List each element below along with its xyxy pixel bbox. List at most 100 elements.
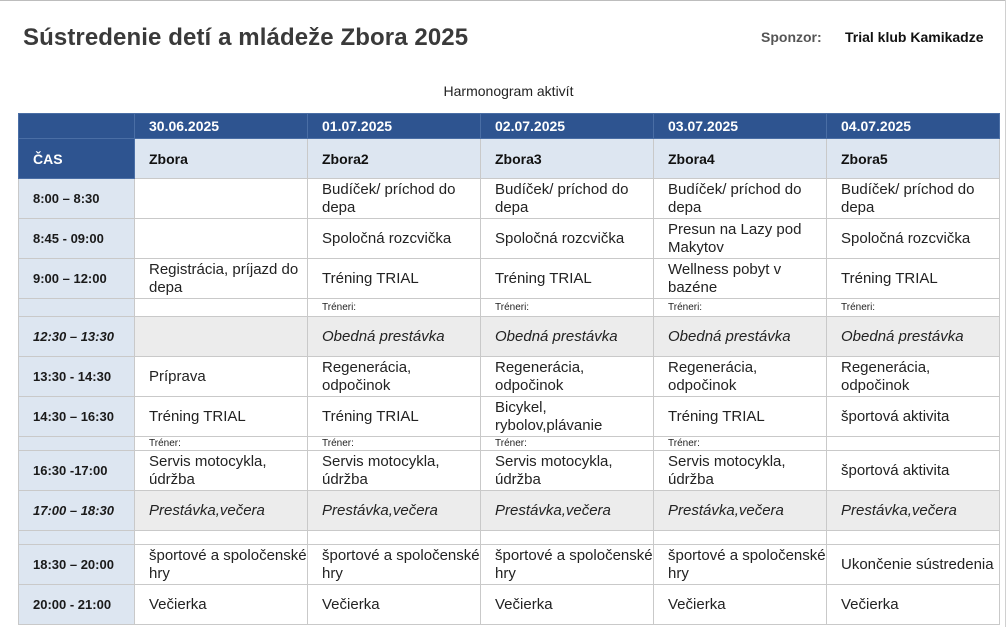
activity-cell: Wellness pobyt v bazéne — [653, 258, 827, 299]
activity-cell: Tréning TRIAL — [653, 396, 827, 437]
activity-cell: Prestávka,večera — [480, 490, 654, 531]
activity-cell: športové a spoločenské hry — [480, 544, 654, 585]
activity-cell: Regenerácia, odpočinok — [826, 356, 1000, 397]
trainer-note — [826, 436, 1000, 451]
activity-cell: Bicykel, rybolov,plávanie — [480, 396, 654, 437]
trainer-note: Tréneri: — [826, 298, 1000, 317]
activity-cell: Regenerácia, odpočinok — [307, 356, 481, 397]
activity-cell: Večierka — [826, 584, 1000, 625]
date-header: 30.06.2025 — [134, 113, 308, 139]
activity-cell: Tréning TRIAL — [307, 258, 481, 299]
schedule-row: 18:30 – 20:00 športové a spoločenské hry š… — [18, 544, 1000, 585]
activity-cell: Budíček/ príchod do depa — [653, 178, 827, 219]
activity-cell: Budíček/ príchod do depa — [480, 178, 654, 219]
trainer-note: Tréner: — [134, 436, 308, 451]
activity-cell: Prestávka,večera — [653, 490, 827, 531]
activity-cell: Spoločná rozcvička — [480, 218, 654, 259]
page-title: Sústredenie detí a mládeže Zbora 2025 — [23, 24, 469, 51]
trainer-note: Tréneri: — [307, 298, 481, 317]
schedule-row: 12:30 – 13:30 Obedná prestávka Obedná pres… — [18, 316, 1000, 357]
activity-cell: Tréning TRIAL — [480, 258, 654, 299]
date-header-blank — [18, 113, 135, 139]
time-slot — [18, 436, 135, 451]
schedule-row: 20:00 - 21:00 Večierka Večierka Večierka Več… — [18, 584, 1000, 625]
schedule-row: 16:30 -17:00 Servis motocykla, údržba Serv… — [18, 450, 1000, 491]
date-header: 01.07.2025 — [307, 113, 481, 139]
date-header: 02.07.2025 — [480, 113, 654, 139]
date-header-row: 30.06.2025 01.07.2025 02.07.2025 03.07.2… — [18, 113, 1000, 139]
time-slot: 16:30 -17:00 — [18, 450, 135, 491]
activity-cell — [480, 530, 654, 545]
team-header: Zbora4 — [653, 138, 827, 179]
activity-cell: Spoločná rozcvička — [826, 218, 1000, 259]
activity-cell: Večierka — [480, 584, 654, 625]
sponsor-value: Trial klub Kamikadze — [845, 29, 984, 45]
spacer-row — [18, 530, 1000, 545]
activity-cell: Registrácia, príjazd do depa — [134, 258, 308, 299]
time-slot: 20:00 - 21:00 — [18, 584, 135, 625]
activity-cell: Tréning TRIAL — [826, 258, 1000, 299]
date-header: 04.07.2025 — [826, 113, 1000, 139]
activity-cell: Tréning TRIAL — [307, 396, 481, 437]
activity-cell: Spoločná rozcvička — [307, 218, 481, 259]
team-header: Zbora5 — [826, 138, 1000, 179]
trainer-note-row: Tréneri: Tréneri: Tréneri: Tréneri: — [18, 298, 1000, 317]
activity-cell: Budíček/ príchod do depa — [826, 178, 1000, 219]
top-border — [0, 0, 1006, 1]
team-header: Zbora3 — [480, 138, 654, 179]
trainer-note — [134, 298, 308, 317]
activity-cell: Regenerácia, odpočinok — [653, 356, 827, 397]
activity-cell — [653, 530, 827, 545]
activity-cell: Servis motocykla, údržba — [653, 450, 827, 491]
activity-cell: Obedná prestávka — [826, 316, 1000, 357]
activity-cell: Tréning TRIAL — [134, 396, 308, 437]
activity-cell — [134, 218, 308, 259]
time-slot: 18:30 – 20:00 — [18, 544, 135, 585]
activity-cell: športové a spoločenské hry — [653, 544, 827, 585]
activity-cell: Večierka — [653, 584, 827, 625]
schedule-table: 30.06.2025 01.07.2025 02.07.2025 03.07.2… — [18, 113, 1000, 625]
activity-cell: Servis motocykla, údržba — [480, 450, 654, 491]
activity-cell: Regenerácia, odpočinok — [480, 356, 654, 397]
team-header: Zbora2 — [307, 138, 481, 179]
trainer-note: Tréneri: — [480, 298, 654, 317]
date-header: 03.07.2025 — [653, 113, 827, 139]
team-header-row: ČAS Zbora Zbora2 Zbora3 Zbora4 Zbora5 — [18, 138, 1000, 179]
activity-cell — [826, 530, 1000, 545]
activity-cell: Obedná prestávka — [307, 316, 481, 357]
schedule-row: 8:00 – 8:30 Budíček/ príchod do depa Budíč… — [18, 178, 1000, 219]
time-slot — [18, 298, 135, 317]
trainer-note: Tréneri: — [653, 298, 827, 317]
time-slot: 8:45 - 09:00 — [18, 218, 135, 259]
sponsor-label: Sponzor: — [761, 29, 822, 45]
trainer-note: Tréner: — [653, 436, 827, 451]
activity-cell: športová aktivita — [826, 396, 1000, 437]
time-slot: 17:00 – 18:30 — [18, 490, 135, 531]
time-slot: 13:30 - 14:30 — [18, 356, 135, 397]
activity-cell: Budíček/ príchod do depa — [307, 178, 481, 219]
activity-cell: Obedná prestávka — [653, 316, 827, 357]
time-slot: 8:00 – 8:30 — [18, 178, 135, 219]
schedule-row: 13:30 - 14:30 Príprava Regenerácia, odpoči… — [18, 356, 1000, 397]
activity-cell — [307, 530, 481, 545]
activity-cell: Ukončenie sústredenia — [826, 544, 1000, 585]
trainer-note: Tréner: — [480, 436, 654, 451]
time-slot: 14:30 – 16:30 — [18, 396, 135, 437]
time-slot: 9:00 – 12:00 — [18, 258, 135, 299]
activity-cell — [134, 530, 308, 545]
schedule-row: 9:00 – 12:00 Registrácia, príjazd do depa… — [18, 258, 1000, 299]
trainer-note: Tréner: — [307, 436, 481, 451]
team-header: Zbora — [134, 138, 308, 179]
activity-cell: športové a spoločenské hry — [307, 544, 481, 585]
activity-cell: Príprava — [134, 356, 308, 397]
activity-cell: Prestávka,večera — [307, 490, 481, 531]
activity-cell: Servis motocykla, údržba — [134, 450, 308, 491]
activity-cell: športová aktivita — [826, 450, 1000, 491]
activity-cell — [134, 178, 308, 219]
time-slot — [18, 530, 135, 545]
schedule-row: 14:30 – 16:30 Tréning TRIAL Tréning TRIAL B… — [18, 396, 1000, 437]
activity-cell: športové a spoločenské hry — [134, 544, 308, 585]
activity-cell: Večierka — [134, 584, 308, 625]
schedule-row: 8:45 - 09:00 Spoločná rozcvička Spoločná r… — [18, 218, 1000, 259]
activity-cell — [134, 316, 308, 357]
